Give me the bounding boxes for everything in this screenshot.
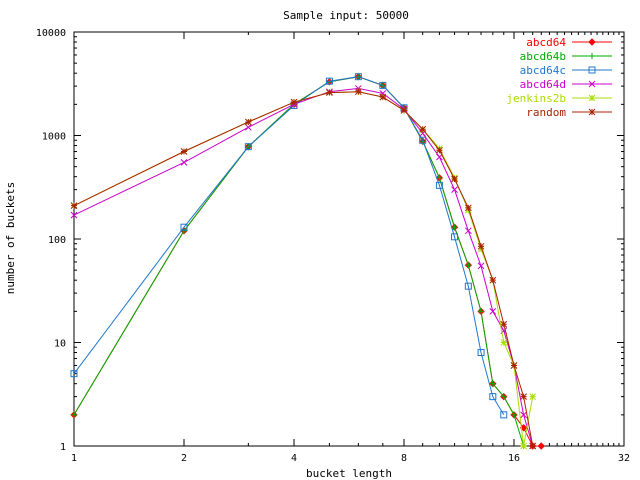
series-line-abcd64c	[73, 76, 505, 416]
data-point-abcd64c	[325, 77, 333, 85]
data-point-abcd64c	[419, 136, 427, 144]
series-jenkins2b	[70, 88, 537, 450]
data-point-random	[477, 242, 485, 250]
x-tick-label: 32	[618, 453, 630, 464]
y-tick-label: 100	[48, 235, 66, 246]
data-point-random	[451, 175, 458, 183]
data-point-abcd64c	[180, 223, 188, 231]
data-point-abcd64b	[71, 411, 77, 418]
series-random	[70, 88, 537, 450]
legend-label-abcd64b: abcd64b	[520, 50, 566, 63]
data-point-abcd64b	[511, 411, 517, 418]
data-point-abcd64d	[180, 159, 188, 166]
x-tick-label: 2	[181, 453, 187, 464]
legend-label-random: random	[526, 106, 566, 119]
data-point-abcd64b	[500, 393, 507, 400]
data-point-jenkins2b	[500, 339, 508, 346]
data-point-random	[400, 106, 408, 114]
data-point-jenkins2b	[520, 442, 527, 450]
legend-label-abcd64d: abcd64d	[520, 78, 566, 91]
y-tick-label: 1	[60, 442, 66, 453]
data-point-abcd64d	[520, 411, 527, 419]
legend-marker-jenkins2b	[588, 94, 596, 102]
ticks-layer: 1 2 4 8 16 32 1 10 100 1000 10000	[36, 28, 630, 464]
series-abcd64d	[70, 85, 537, 450]
x-tick-label: 8	[401, 453, 407, 464]
y-tick-label: 10000	[36, 28, 66, 39]
data-point-random	[510, 362, 518, 369]
data-point-random	[500, 320, 508, 328]
series-line-random	[73, 91, 534, 447]
data-point-random	[529, 442, 537, 450]
data-point-abcd64b	[181, 227, 187, 234]
data-point-abcd64b	[436, 174, 443, 181]
data-point-abcd64c	[451, 233, 459, 241]
x-tick-label: 4	[291, 453, 297, 464]
data-point-abcd64d	[70, 211, 78, 219]
series-abcd64c	[70, 73, 508, 419]
data-point-random	[464, 204, 472, 212]
data-point-abcd64b	[465, 262, 472, 269]
legend-marker-random	[588, 108, 596, 116]
legend-marker-abcd64d	[588, 80, 596, 88]
series-layer	[70, 72, 545, 450]
y-axis-label: number of buckets	[4, 182, 17, 295]
legend-marker-abcd64b	[589, 53, 595, 59]
data-point-abcd64d	[354, 85, 362, 92]
data-point-random	[520, 393, 527, 400]
y-tick-label: 10	[54, 339, 66, 350]
data-point-abcd64d	[464, 227, 472, 235]
data-point-abcd64c	[435, 181, 443, 189]
data-point-abcd64	[537, 442, 545, 450]
data-point-jenkins2b	[529, 393, 537, 400]
data-point-random	[70, 202, 78, 210]
data-point-abcd64c	[500, 411, 508, 419]
data-point-random	[419, 125, 427, 133]
data-point-abcd64c	[477, 349, 485, 357]
data-point-random	[379, 93, 387, 101]
data-point-abcd64b	[478, 308, 485, 315]
series-line-abcd64d	[73, 87, 534, 447]
data-point-random	[489, 276, 497, 284]
data-point-abcd64c	[244, 143, 252, 151]
legend-label-abcd64c: abcd64c	[520, 64, 566, 77]
data-point-abcd64d	[489, 307, 497, 315]
chart-title: Sample input: 50000	[283, 9, 409, 22]
series-line-abcd64b	[73, 76, 525, 447]
series-line-abcd64	[73, 76, 542, 447]
data-point-abcd64c	[354, 73, 362, 81]
data-point-random	[244, 118, 252, 126]
y-tick-label: 1000	[42, 132, 66, 143]
data-point-abcd64c	[379, 81, 387, 89]
data-point-abcd64b	[451, 224, 458, 231]
data-point-random	[436, 146, 443, 154]
series-abcd64b	[71, 73, 527, 449]
data-point-random	[354, 88, 362, 96]
data-point-abcd64c	[464, 282, 472, 290]
legend-label-abcd64: abcd64	[526, 36, 566, 49]
legend-marker-abcd64c	[588, 66, 596, 74]
data-point-abcd64c	[489, 393, 497, 401]
data-point-abcd64b	[489, 380, 496, 387]
data-point-abcd64d	[451, 186, 458, 193]
legend: abcd64abcd64babcd64cabcd64djenkins2brand…	[506, 36, 612, 119]
x-tick-label: 16	[508, 453, 520, 464]
x-axis-label: bucket length	[306, 467, 392, 480]
data-point-random	[326, 89, 333, 96]
data-point-random	[290, 98, 298, 106]
data-point-random	[180, 148, 188, 155]
series-abcd64	[70, 72, 545, 450]
data-point-abcd64d	[477, 262, 485, 270]
legend-marker-abcd64	[588, 38, 596, 46]
legend-label-jenkins2b: jenkins2b	[506, 92, 566, 105]
data-point-abcd64c	[70, 370, 78, 378]
data-point-abcd64d	[244, 123, 252, 131]
x-tick-label: 1	[71, 453, 77, 464]
